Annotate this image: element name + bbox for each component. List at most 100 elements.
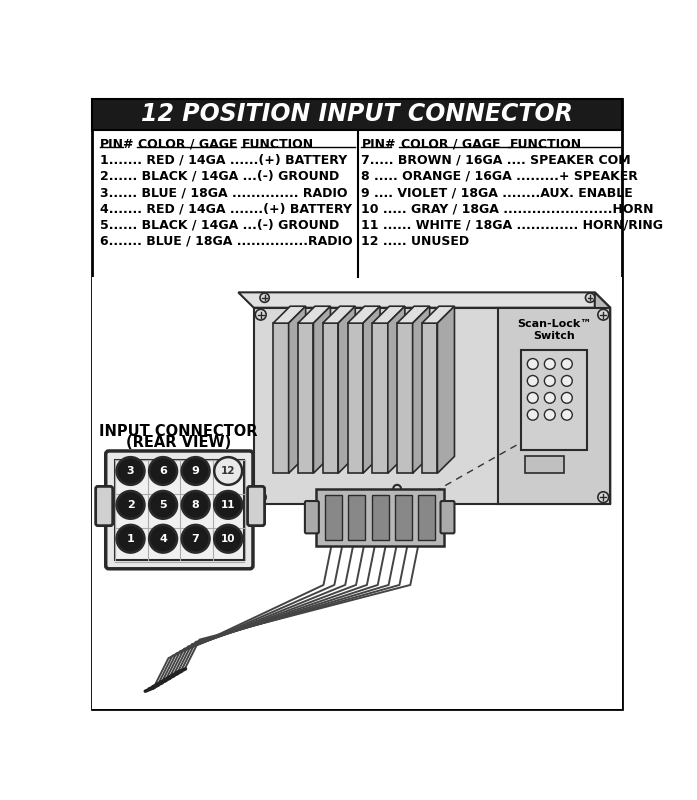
Polygon shape	[323, 323, 338, 474]
FancyBboxPatch shape	[441, 501, 454, 534]
Circle shape	[182, 491, 210, 518]
Text: 4: 4	[159, 534, 167, 544]
Bar	[92, 277, 622, 709]
Text: Scan-Lock™
Switch: Scan-Lock™ Switch	[517, 319, 591, 341]
Text: (REAR VIEW): (REAR VIEW)	[126, 435, 231, 450]
Polygon shape	[397, 306, 429, 323]
FancyBboxPatch shape	[95, 486, 113, 526]
Polygon shape	[422, 323, 438, 474]
Text: 9: 9	[192, 466, 199, 476]
Circle shape	[561, 375, 572, 386]
Text: 3...... BLUE / 18GA .............. RADIO: 3...... BLUE / 18GA .............. RADIO	[100, 186, 347, 199]
FancyBboxPatch shape	[106, 451, 253, 569]
Circle shape	[585, 293, 595, 302]
FancyBboxPatch shape	[247, 486, 265, 526]
Polygon shape	[238, 292, 611, 308]
Text: 8: 8	[192, 500, 199, 510]
Text: 11: 11	[221, 500, 236, 510]
Polygon shape	[314, 306, 330, 474]
Text: 5...... BLACK / 14GA ...(-) GROUND: 5...... BLACK / 14GA ...(-) GROUND	[100, 218, 339, 231]
Text: 3: 3	[127, 466, 135, 476]
Polygon shape	[363, 306, 380, 474]
Polygon shape	[372, 306, 405, 323]
Text: 5: 5	[159, 500, 167, 510]
Polygon shape	[323, 306, 355, 323]
Polygon shape	[438, 306, 454, 474]
Text: 10 ..... GRAY / 18GA .......................HORN: 10 ..... GRAY / 18GA ...................…	[361, 202, 653, 215]
Text: COLOR / GAGE: COLOR / GAGE	[137, 138, 237, 150]
Text: FUNCTION: FUNCTION	[510, 138, 581, 150]
Bar	[92, 99, 622, 130]
Polygon shape	[498, 308, 611, 504]
Bar	[525, 456, 564, 474]
Text: 6: 6	[159, 466, 167, 476]
Circle shape	[544, 410, 556, 420]
Text: PIN#: PIN#	[100, 138, 134, 150]
FancyBboxPatch shape	[305, 501, 319, 534]
Polygon shape	[397, 323, 413, 474]
Polygon shape	[595, 292, 611, 504]
Circle shape	[544, 358, 556, 370]
Polygon shape	[289, 306, 306, 474]
Polygon shape	[372, 323, 388, 474]
Circle shape	[598, 310, 608, 320]
Text: FUNCTION: FUNCTION	[242, 138, 314, 150]
Polygon shape	[413, 306, 429, 474]
Text: 8 ..... ORANGE / 16GA .........+ SPEAKER: 8 ..... ORANGE / 16GA .........+ SPEAKER	[361, 170, 638, 183]
Circle shape	[561, 393, 572, 403]
Circle shape	[116, 491, 144, 518]
Circle shape	[214, 491, 242, 518]
Text: 9 .... VIOLET / 18GA ........AUX. ENABLE: 9 .... VIOLET / 18GA ........AUX. ENABLE	[361, 186, 632, 199]
Bar	[348, 495, 365, 539]
Circle shape	[182, 457, 210, 485]
Circle shape	[544, 375, 556, 386]
Circle shape	[260, 293, 269, 302]
Circle shape	[561, 410, 572, 420]
Bar	[418, 495, 435, 539]
Text: 2...... BLACK / 14GA ...(-) GROUND: 2...... BLACK / 14GA ...(-) GROUND	[100, 170, 339, 183]
Circle shape	[598, 492, 608, 502]
Circle shape	[528, 375, 538, 386]
Polygon shape	[273, 323, 289, 474]
Text: 6....... BLUE / 18GA ...............RADIO: 6....... BLUE / 18GA ...............RADI…	[100, 234, 352, 248]
Text: 10: 10	[221, 534, 236, 544]
Circle shape	[255, 310, 266, 320]
Polygon shape	[254, 308, 611, 504]
Circle shape	[561, 358, 572, 370]
Polygon shape	[298, 306, 330, 323]
Text: 12: 12	[221, 466, 236, 476]
Text: 2: 2	[127, 500, 135, 510]
Text: COLOR / GAGE: COLOR / GAGE	[401, 138, 500, 150]
Circle shape	[255, 492, 266, 502]
Text: INPUT CONNECTOR: INPUT CONNECTOR	[100, 424, 258, 438]
Circle shape	[528, 393, 538, 403]
Bar	[325, 495, 342, 539]
Circle shape	[149, 457, 177, 485]
Polygon shape	[273, 306, 306, 323]
Polygon shape	[388, 306, 405, 474]
Circle shape	[214, 525, 242, 553]
Circle shape	[116, 525, 144, 553]
Polygon shape	[338, 306, 355, 474]
Text: 11 ...... WHITE / 18GA ............. HORN/RING: 11 ...... WHITE / 18GA ............. HOR…	[361, 218, 663, 231]
Circle shape	[182, 525, 210, 553]
Text: 7..... BROWN / 16GA .... SPEAKER COM: 7..... BROWN / 16GA .... SPEAKER COM	[361, 154, 630, 166]
Text: 1....... RED / 14GA ......(+) BATTERY: 1....... RED / 14GA ......(+) BATTERY	[100, 154, 347, 166]
Circle shape	[149, 491, 177, 518]
Text: 4....... RED / 14GA .......(+) BATTERY: 4....... RED / 14GA .......(+) BATTERY	[100, 202, 351, 215]
Polygon shape	[348, 323, 363, 474]
Polygon shape	[348, 306, 380, 323]
Bar	[521, 350, 587, 450]
Text: 7: 7	[192, 534, 199, 544]
Circle shape	[528, 410, 538, 420]
Polygon shape	[298, 323, 314, 474]
FancyBboxPatch shape	[115, 460, 244, 559]
Circle shape	[116, 457, 144, 485]
Polygon shape	[422, 306, 454, 323]
Circle shape	[544, 393, 556, 403]
Text: PIN#: PIN#	[362, 138, 397, 150]
Bar	[372, 495, 389, 539]
Circle shape	[528, 358, 538, 370]
Text: 12 POSITION INPUT CONNECTOR: 12 POSITION INPUT CONNECTOR	[141, 102, 573, 126]
Bar	[316, 489, 443, 546]
